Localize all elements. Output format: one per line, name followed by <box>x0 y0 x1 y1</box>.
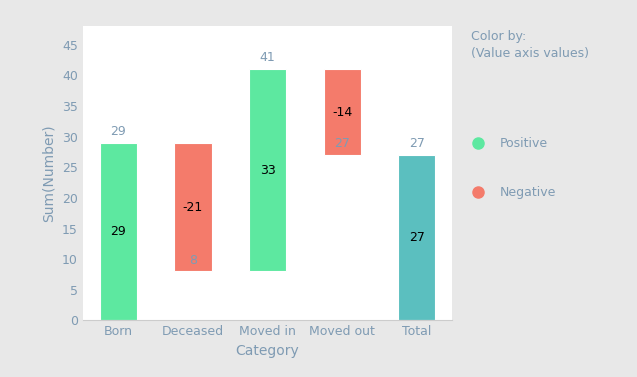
Text: 29: 29 <box>110 225 126 238</box>
Text: Color by:
(Value axis values): Color by: (Value axis values) <box>471 30 589 60</box>
X-axis label: Category: Category <box>236 344 299 358</box>
Text: Negative: Negative <box>500 186 557 199</box>
Y-axis label: Sum(Number): Sum(Number) <box>41 125 55 222</box>
Text: 8: 8 <box>189 254 197 267</box>
Bar <box>99 143 137 320</box>
Text: 33: 33 <box>260 164 275 177</box>
Text: -21: -21 <box>183 201 203 214</box>
Text: Positive: Positive <box>500 137 548 150</box>
Text: 41: 41 <box>260 51 275 64</box>
Text: 27: 27 <box>334 137 350 150</box>
Bar <box>175 143 211 271</box>
Text: 27: 27 <box>409 231 425 244</box>
Text: -14: -14 <box>332 106 352 119</box>
Bar <box>398 155 436 320</box>
Bar <box>249 69 286 271</box>
Text: 29: 29 <box>110 125 126 138</box>
Text: 27: 27 <box>409 137 425 150</box>
Bar <box>324 69 361 155</box>
